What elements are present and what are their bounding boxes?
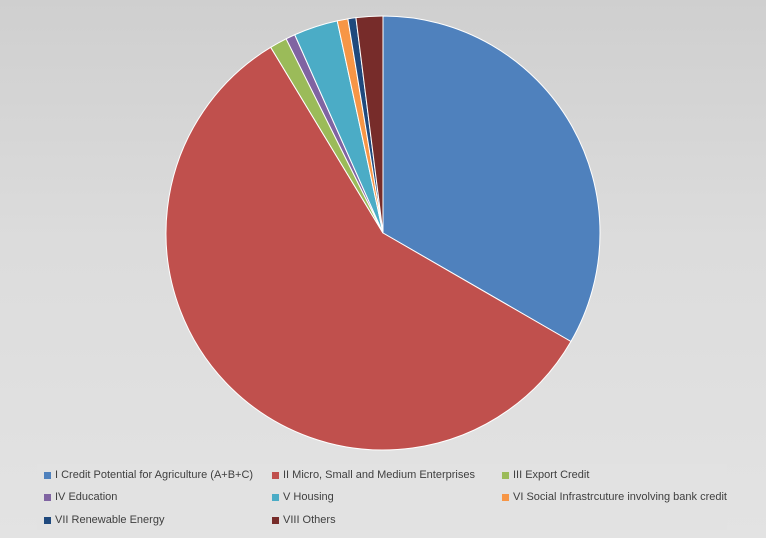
legend-item-social-infrastructure: VI Social Infrastrcuture involving bank … [502, 491, 727, 503]
legend-swatch [502, 471, 509, 479]
legend-item-others: VIII Others [272, 514, 336, 526]
legend-swatch [272, 471, 279, 479]
legend-label: V Housing [283, 491, 334, 503]
legend-label: VII Renewable Energy [55, 514, 165, 526]
legend-label: I Credit Potential for Agriculture (A+B+… [55, 469, 254, 481]
legend-swatch [272, 493, 279, 501]
legend-item-housing: V Housing [272, 491, 334, 503]
legend-item-credit-agriculture: I Credit Potential for Agriculture (A+B+… [44, 469, 253, 481]
chart-legend: I Credit Potential for Agriculture (A+B+… [37, 464, 727, 530]
legend-swatch [44, 516, 51, 524]
legend-item-export-credit: III Export Credit [502, 469, 589, 481]
legend-swatch [272, 516, 279, 524]
legend-label: IV Education [55, 491, 118, 503]
legend-swatch [502, 493, 509, 501]
legend-label: VIII Others [283, 514, 336, 526]
legend-label: III Export Credit [513, 469, 590, 481]
legend-label: II Micro, Small and Medium Enterprises [283, 469, 475, 481]
pie-slice-2 [165, 46, 572, 451]
pie-slice-8 [355, 15, 384, 234]
legend-item-education: IV Education [44, 491, 117, 503]
legend-swatch [44, 471, 51, 479]
legend-item-renewable-energy: VII Renewable Energy [44, 514, 164, 526]
legend-label: VI Social Infrastrcuture involving bank … [513, 491, 727, 503]
legend-item-msme: II Micro, Small and Medium Enterprises [272, 469, 475, 481]
pie-slice-1 [382, 15, 601, 343]
legend-swatch [44, 493, 51, 501]
